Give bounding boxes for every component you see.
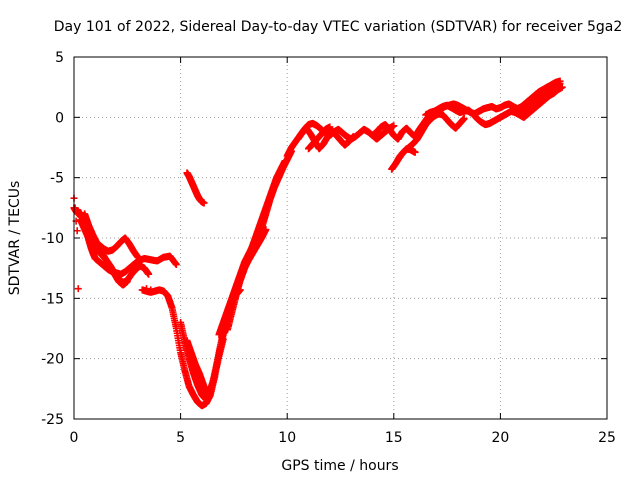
data-point: [145, 270, 153, 278]
data-point: [147, 286, 155, 294]
y-tick-label: -5: [50, 171, 64, 187]
x-tick-label: 25: [598, 430, 616, 446]
data-point: [172, 261, 180, 269]
data-point: [74, 285, 82, 293]
x-tick-label: 20: [491, 430, 509, 446]
y-tick-label: -25: [41, 412, 64, 428]
x-tick-label: 0: [70, 430, 79, 446]
data-point: [123, 277, 131, 285]
data-points: [70, 77, 566, 410]
data-point: [71, 204, 79, 212]
y-tick-label: 5: [55, 50, 64, 66]
data-point: [142, 285, 150, 293]
data-point: [349, 133, 357, 141]
y-tick-label: -10: [41, 231, 64, 247]
data-point: [390, 122, 398, 130]
x-tick-label: 10: [278, 430, 296, 446]
data-point: [73, 227, 81, 235]
x-axis-label: GPS time / hours: [281, 458, 398, 474]
y-tick-label: -20: [41, 352, 64, 368]
data-point: [556, 80, 564, 88]
data-point: [411, 148, 419, 156]
y-axis-label: SDTVAR / TECUs: [7, 181, 23, 296]
y-tick-label: -15: [41, 291, 64, 307]
data-point: [460, 115, 468, 123]
y-tick-label: 0: [55, 110, 64, 126]
chart-title: Day 101 of 2022, Sidereal Day-to-day VTE…: [54, 19, 623, 35]
data-point: [262, 226, 270, 234]
data-point: [326, 123, 334, 131]
x-tick-label: 5: [176, 430, 185, 446]
data-point: [200, 199, 208, 207]
x-tick-label: 15: [385, 430, 403, 446]
axis-ticks: 0 5 10 15 20 25 -25 -20 -15 -10 -5 0 5: [41, 50, 616, 446]
data-point: [134, 253, 142, 261]
